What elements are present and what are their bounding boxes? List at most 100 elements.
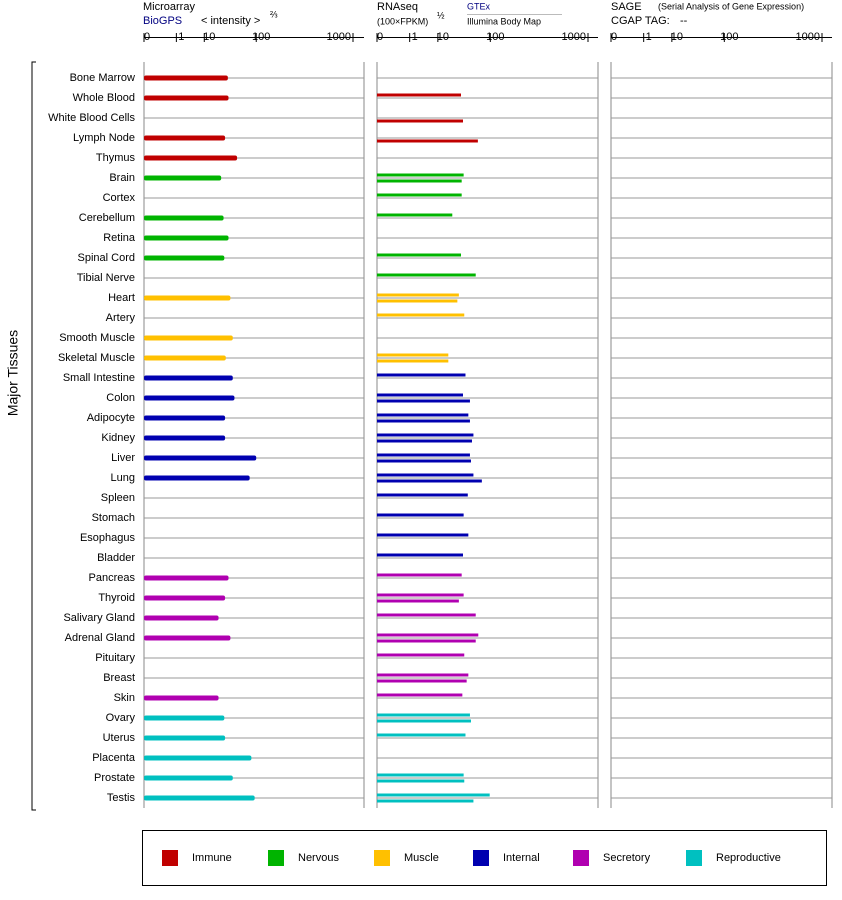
legend-swatch (268, 850, 284, 866)
bar (377, 773, 464, 777)
legend-label: Nervous (298, 852, 339, 864)
category-label: Cortex (103, 192, 136, 204)
legend-swatch (162, 850, 178, 866)
bar (377, 679, 467, 683)
x-tick-label: 1 (178, 31, 184, 43)
bar (377, 573, 462, 577)
bar (144, 135, 226, 141)
bar (377, 359, 449, 363)
category-label: Prostate (94, 772, 135, 784)
x-tick-label: 1 (412, 31, 418, 43)
bar (377, 633, 479, 637)
tag: -- (680, 15, 688, 27)
bar (144, 795, 255, 801)
unit: (100×FPKM) (377, 16, 428, 26)
bar (377, 733, 466, 737)
bar (377, 393, 463, 397)
category-label: Cerebellum (79, 212, 135, 224)
category-label: Bone Marrow (70, 72, 135, 84)
bar (144, 595, 226, 601)
series-name: BioGPS (143, 15, 182, 27)
category-label: Skin (114, 692, 135, 704)
category-label: Stomach (92, 512, 135, 524)
bar (144, 155, 238, 161)
series-name: GTEx (467, 1, 491, 11)
bar (377, 779, 465, 783)
bar (377, 253, 462, 257)
category-label: Testis (107, 792, 136, 804)
category-label: Retina (103, 232, 136, 244)
bar (377, 793, 490, 797)
bar (377, 353, 449, 357)
axis-label: Major Tissues (5, 330, 21, 416)
category-label: Thymus (96, 152, 136, 164)
category-label: Adrenal Gland (65, 632, 135, 644)
category-label: Placenta (92, 752, 136, 764)
bar (377, 273, 476, 277)
bar (377, 173, 464, 177)
bar (377, 179, 462, 183)
panel-title: Microarray (143, 1, 195, 13)
bar (377, 719, 471, 723)
x-tick-label: 1000 (562, 31, 586, 43)
bar (377, 513, 464, 517)
category-label: Heart (108, 292, 135, 304)
bracket (31, 61, 36, 811)
bar (144, 735, 226, 741)
bar (377, 453, 470, 457)
category-label: Small Intestine (63, 372, 135, 384)
bar (144, 355, 226, 361)
category-label: Colon (106, 392, 135, 404)
x-tick-label: 0 (611, 31, 617, 43)
category-label: Tibial Nerve (77, 272, 135, 284)
category-label: Skeletal Muscle (58, 352, 135, 364)
bar (377, 653, 465, 657)
category-label: Spinal Cord (78, 252, 135, 264)
legend-swatch (473, 850, 489, 866)
bar (144, 635, 231, 641)
bar (144, 235, 229, 241)
bar (377, 639, 476, 643)
category-label: Lymph Node (73, 132, 135, 144)
legend-box (142, 830, 827, 886)
bar (377, 119, 463, 123)
unit-power: ½ (437, 10, 445, 20)
bar (144, 755, 252, 761)
unit: < intensity > (201, 15, 260, 27)
bar (377, 413, 469, 417)
bar (377, 213, 453, 217)
bar (377, 139, 478, 143)
legend-swatch (573, 850, 589, 866)
panel-subtitle: (Serial Analysis of Gene Expression) (658, 1, 804, 11)
category-label: Salivary Gland (63, 612, 135, 624)
category-label: Ovary (106, 712, 136, 724)
x-tick-label: 0 (144, 31, 150, 43)
x-tick-label: 1 (646, 31, 652, 43)
bar (377, 473, 474, 477)
category-label: Thyroid (98, 592, 135, 604)
category-label: Lung (111, 472, 135, 484)
category-label: Spleen (101, 492, 135, 504)
bar (377, 299, 458, 303)
panel-title: SAGE (611, 1, 642, 13)
bar (377, 599, 459, 603)
bar (144, 395, 235, 401)
tag-label: CGAP TAG: (611, 15, 670, 27)
category-label: Pancreas (89, 572, 136, 584)
category-label: Kidney (101, 432, 135, 444)
bar (377, 433, 474, 437)
x-tick-label: 1000 (796, 31, 820, 43)
legend-label: Reproductive (716, 852, 781, 864)
bar (377, 193, 462, 197)
bar (144, 335, 233, 341)
category-label: Liver (111, 452, 135, 464)
category-label: Uterus (103, 732, 136, 744)
bar (377, 593, 464, 597)
bar (144, 295, 231, 301)
legend-label: Immune (192, 852, 232, 864)
bar (144, 715, 225, 721)
x-tick-label: 100 (720, 31, 738, 43)
category-label: Brain (109, 172, 135, 184)
category-label: Whole Blood (73, 92, 135, 104)
legend-swatch (374, 850, 390, 866)
